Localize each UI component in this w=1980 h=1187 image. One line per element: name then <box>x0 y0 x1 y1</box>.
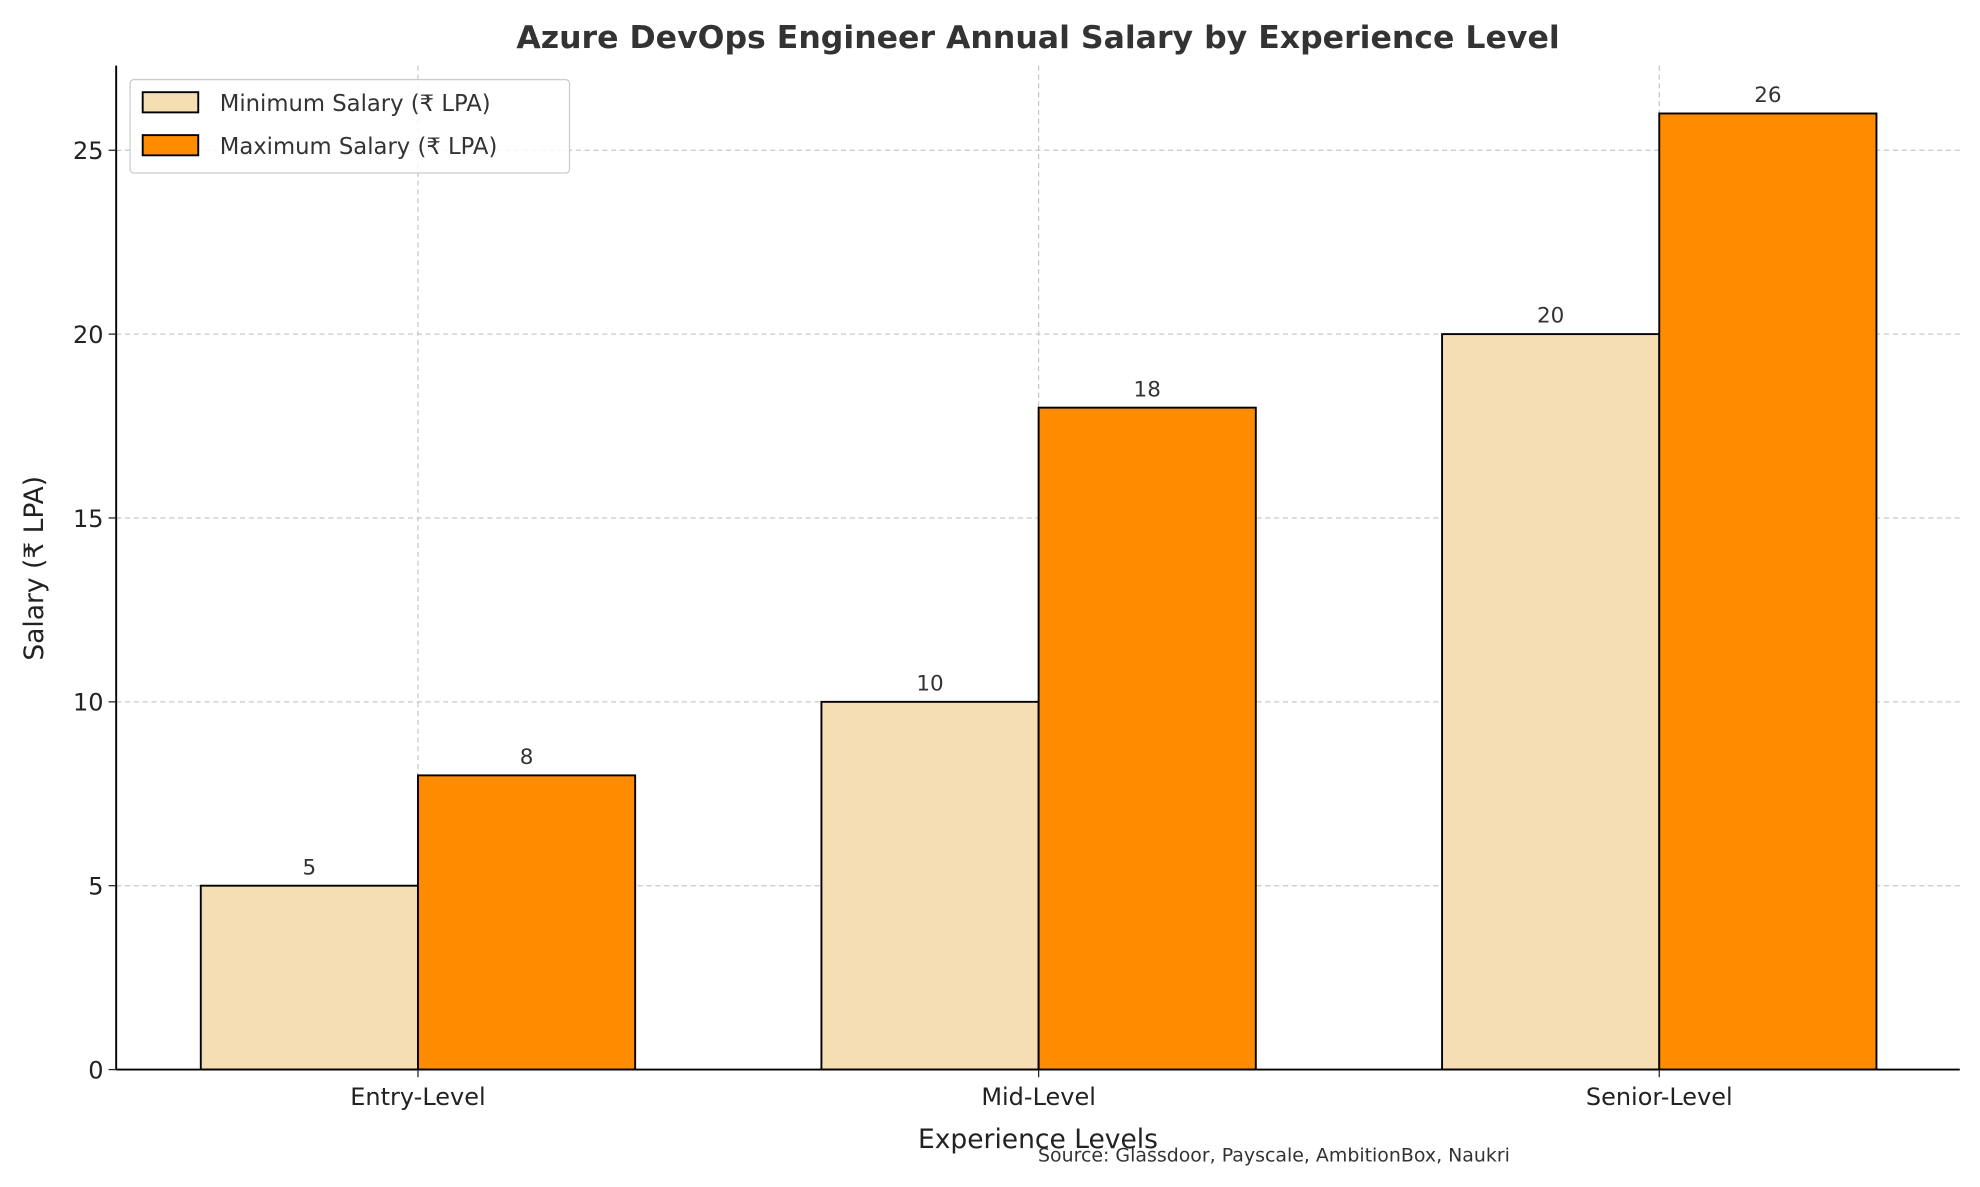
legend: Minimum Salary (₹ LPA) Maximum Salary (₹… <box>129 78 571 174</box>
x-tick-label: Entry-Level <box>350 1083 485 1111</box>
bar <box>820 700 1040 1071</box>
bar <box>1658 112 1878 1071</box>
y-tick-label: 5 <box>88 873 103 901</box>
data-label: 8 <box>520 745 534 770</box>
data-label: 20 <box>1537 304 1564 329</box>
x-axis-label: Experience Levels <box>918 1124 1158 1155</box>
bar <box>417 774 637 1071</box>
chart-title: Azure DevOps Engineer Annual Salary by E… <box>516 20 1559 56</box>
y-tick-label: 25 <box>73 137 104 165</box>
y-tick-label: 10 <box>73 689 104 717</box>
legend-label-min: Minimum Salary (₹ LPA) <box>220 91 491 117</box>
legend-label-max: Maximum Salary (₹ LPA) <box>220 134 498 160</box>
x-tick-label: Mid-Level <box>981 1083 1096 1111</box>
bars: 5 8 10 18 20 26 <box>199 83 1878 1071</box>
y-tick-label: 0 <box>88 1056 103 1084</box>
bar <box>199 884 419 1071</box>
y-tick-label: 20 <box>73 321 104 349</box>
legend-swatch-min <box>141 91 200 114</box>
data-label: 10 <box>916 671 943 696</box>
source-annotation: Source: Glassdoor, Payscale, AmbitionBox… <box>1038 1145 1510 1167</box>
legend-swatch-max <box>141 134 200 157</box>
y-ticks: 0 5 10 15 20 25 <box>73 137 117 1084</box>
bar <box>1037 406 1257 1071</box>
x-tick-label: Senior-Level <box>1586 1083 1733 1111</box>
legend-frame <box>129 78 571 174</box>
y-axis-label: Salary (₹ LPA) <box>19 476 50 661</box>
data-label: 26 <box>1754 83 1781 108</box>
x-ticks: Entry-Level Mid-Level Senior-Level <box>350 1069 1733 1111</box>
bar <box>1441 333 1661 1071</box>
data-label: 5 <box>303 855 317 880</box>
data-label: 18 <box>1134 377 1161 402</box>
y-tick-label: 15 <box>73 505 104 533</box>
